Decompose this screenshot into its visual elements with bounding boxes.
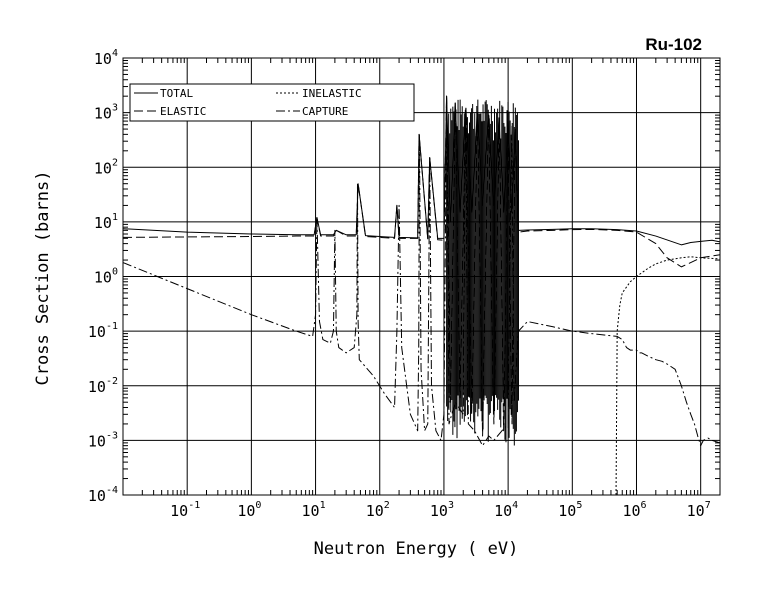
x-tick-label-7: 106 bbox=[622, 500, 646, 520]
legend: TOTAL ELASTIC INELASTIC CAPTURE bbox=[129, 83, 415, 122]
legend-box bbox=[129, 83, 415, 122]
y-tick-label-1: 103 bbox=[94, 103, 118, 123]
x-axis-label: Neutron Energy ( eV) bbox=[314, 539, 519, 559]
chart-title: Ru-102 bbox=[645, 35, 702, 54]
y-tick-label-5: 10-1 bbox=[88, 321, 118, 341]
x-tick-label-1: 100 bbox=[237, 500, 261, 520]
y-tick-labels: 104 103 102 101 100 10-1 10-2 10-3 10-4 bbox=[88, 48, 118, 505]
x-tick-label-8: 107 bbox=[687, 500, 711, 520]
x-tick-label-0: 10-1 bbox=[170, 500, 200, 520]
y-tick-label-7: 10-3 bbox=[88, 430, 118, 450]
legend-label-elastic: ELASTIC bbox=[160, 105, 206, 118]
x-tick-label-5: 104 bbox=[494, 500, 518, 520]
y-tick-label-3: 101 bbox=[94, 212, 118, 232]
y-axis-label: Cross Section (barns) bbox=[33, 171, 53, 386]
y-tick-label-2: 102 bbox=[94, 157, 118, 177]
legend-label-total: TOTAL bbox=[160, 87, 193, 100]
plot-frame bbox=[122, 57, 721, 496]
resonance-forest bbox=[446, 99, 519, 446]
series-line-elastic bbox=[122, 95, 721, 437]
x-tick-label-2: 101 bbox=[302, 500, 326, 520]
series-layer bbox=[122, 95, 721, 496]
y-tick-label-4: 100 bbox=[94, 267, 118, 287]
x-tick-label-3: 102 bbox=[366, 500, 390, 520]
legend-label-inelastic: INELASTIC bbox=[302, 87, 362, 100]
y-tick-label-6: 10-2 bbox=[88, 376, 118, 396]
x-tick-label-6: 105 bbox=[558, 500, 582, 520]
legend-label-capture: CAPTURE bbox=[302, 105, 348, 118]
x-tick-labels: 10-1 100 101 102 103 104 105 106 107 bbox=[170, 500, 711, 520]
y-tick-label-8: 10-4 bbox=[88, 485, 118, 505]
y-tick-label-0: 104 bbox=[94, 48, 118, 68]
x-tick-label-4: 103 bbox=[430, 500, 454, 520]
